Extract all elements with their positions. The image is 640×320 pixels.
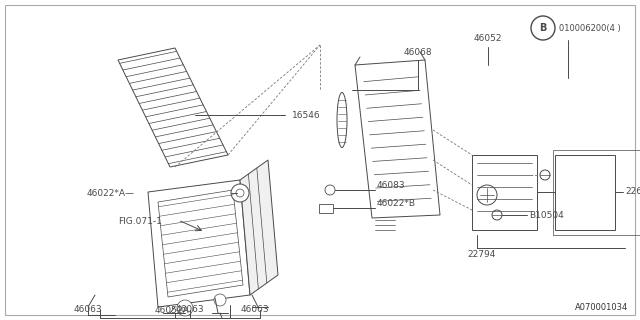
Text: 46068: 46068 (404, 48, 432, 57)
Text: 46063: 46063 (74, 305, 102, 314)
Text: 46083: 46083 (377, 180, 406, 189)
Text: 46022*A—: 46022*A— (87, 188, 135, 197)
Circle shape (477, 185, 497, 205)
Text: FIG.071-1: FIG.071-1 (118, 218, 162, 227)
Text: B10504: B10504 (529, 211, 564, 220)
Circle shape (492, 210, 502, 220)
Circle shape (231, 184, 249, 202)
Text: 46022*B: 46022*B (377, 198, 416, 207)
Ellipse shape (337, 92, 347, 148)
Text: 16546: 16546 (292, 110, 321, 119)
Bar (555, 155, 615, 230)
FancyBboxPatch shape (319, 204, 333, 213)
Text: 010006200(4 ): 010006200(4 ) (559, 23, 621, 33)
Polygon shape (355, 60, 440, 218)
Text: 22680: 22680 (625, 188, 640, 196)
Circle shape (540, 170, 550, 180)
Text: B: B (540, 23, 547, 33)
Text: 46052A: 46052A (155, 306, 189, 315)
Text: 46063: 46063 (176, 305, 204, 314)
Circle shape (177, 300, 193, 316)
Bar (472, 155, 537, 230)
Bar (553, 150, 640, 235)
Text: 22794: 22794 (467, 250, 495, 259)
Polygon shape (148, 180, 250, 307)
Polygon shape (240, 160, 278, 295)
Text: 46052: 46052 (474, 34, 502, 43)
Text: 46063: 46063 (241, 305, 269, 314)
Text: A070001034: A070001034 (575, 303, 628, 312)
Polygon shape (118, 48, 228, 167)
Circle shape (214, 294, 226, 306)
Circle shape (325, 185, 335, 195)
